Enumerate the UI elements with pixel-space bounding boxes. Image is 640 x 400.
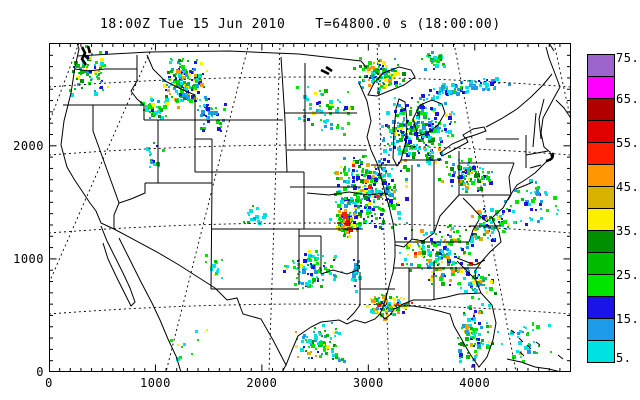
- colorbar-cell: [587, 252, 615, 275]
- colorbar-tick-label: 5.: [616, 351, 632, 365]
- y-tick-label: 0: [36, 365, 44, 379]
- plot-title-model-time: T=64800.0 s (18:00:00): [315, 17, 501, 32]
- plot-frame: [49, 43, 571, 372]
- axis-ticks: [49, 43, 571, 372]
- colorbar-cell: [587, 296, 615, 319]
- x-tick-label: 3000: [352, 376, 384, 390]
- colorbar-cell: [587, 208, 615, 231]
- colorbar-cell: [587, 340, 615, 363]
- y-tick-label: 1000: [13, 251, 44, 266]
- colorbar-cell: [587, 186, 615, 209]
- colorbar-cell: [587, 76, 615, 99]
- us-state-basemap: [60, 44, 570, 371]
- colorbar-cell: [587, 318, 615, 341]
- colorbar-cell: [587, 230, 615, 253]
- colorbar-cell: [587, 54, 615, 77]
- reflectivity-colorbar: [587, 54, 615, 363]
- plot-title-datetime: 18:00Z Tue 15 Jun 2010: [100, 17, 286, 32]
- colorbar-tick-label: 65.: [616, 92, 640, 106]
- colorbar-cell: [587, 120, 615, 143]
- colorbar-tick-label: 55.: [616, 136, 640, 150]
- latlon-graticule: [50, 44, 570, 371]
- y-tick-label: 2000: [13, 138, 44, 153]
- colorbar-tick-label: 75.: [616, 51, 640, 65]
- colorbar-cell: [587, 274, 615, 297]
- colorbar-cell: [587, 142, 615, 165]
- colorbar-cell: [587, 164, 615, 187]
- plot-title: 18:00Z Tue 15 Jun 2010 T=64800.0 s (18:00…: [100, 17, 501, 32]
- x-tick-label: 4000: [459, 376, 491, 390]
- x-tick-label: 2000: [246, 376, 278, 390]
- x-tick-label: 1000: [139, 376, 171, 390]
- colorbar-tick-label: 35.: [616, 224, 640, 238]
- colorbar-tick-label: 45.: [616, 180, 640, 194]
- colorbar-tick-label: 15.: [616, 312, 640, 326]
- radar-echo-field: [69, 45, 559, 368]
- colorbar-cell: [587, 98, 615, 121]
- colorbar-tick-label: 25.: [616, 268, 640, 282]
- x-tick-label: 0: [45, 376, 53, 390]
